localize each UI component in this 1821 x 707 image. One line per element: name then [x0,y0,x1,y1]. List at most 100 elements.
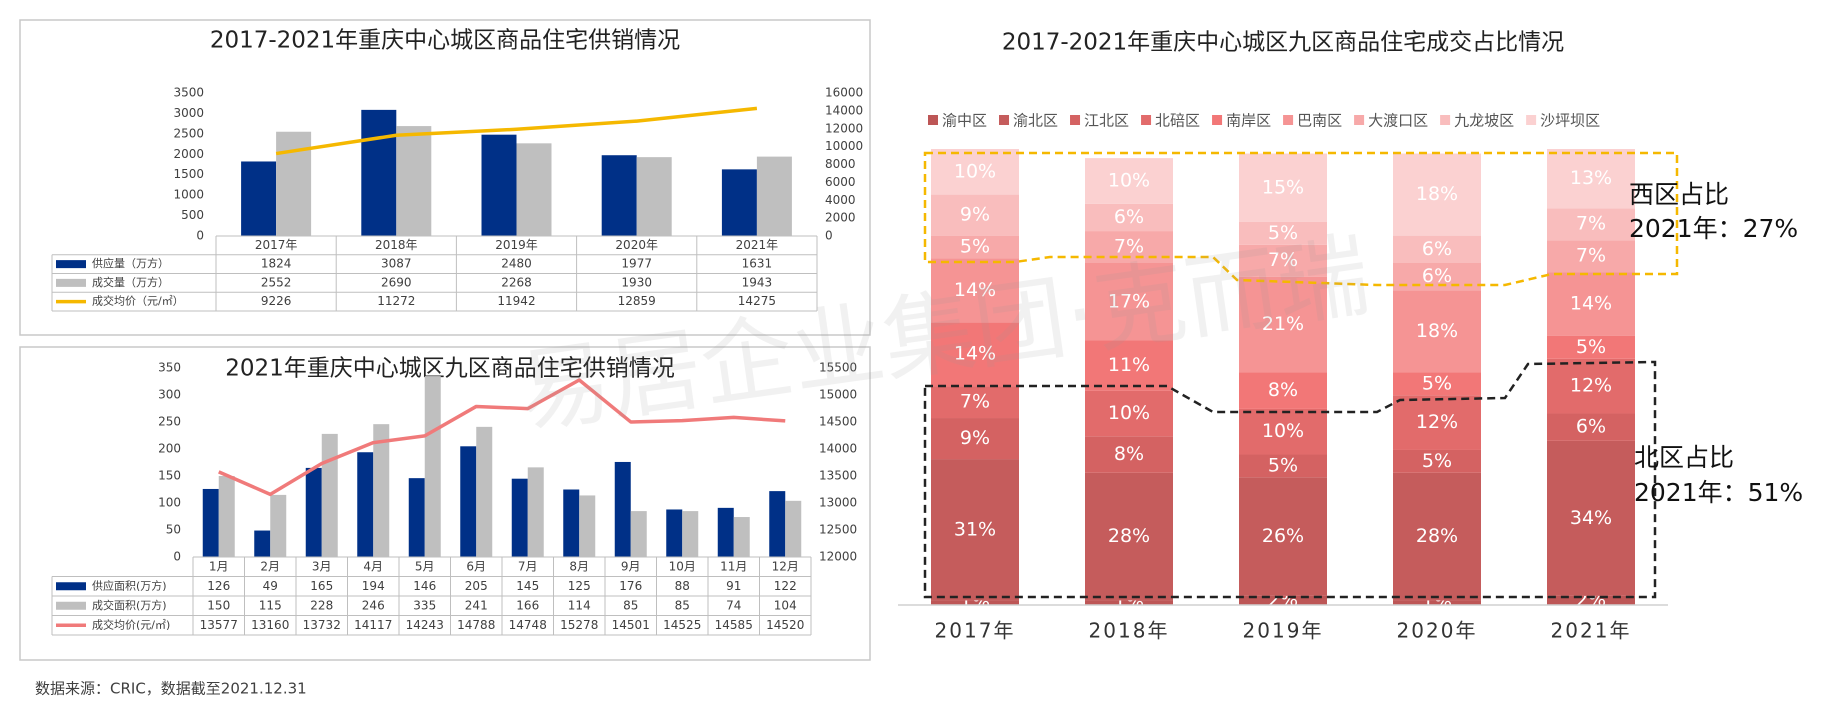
table-value: 14520 [766,618,804,632]
north-region-outline [923,360,1657,599]
legend-swatch [56,582,86,591]
table-value: 12859 [618,294,656,308]
x-tick-label: 9月 [621,559,641,573]
legend-label: 供应面积(万方) [92,578,167,592]
legend-swatch [928,115,938,125]
bar-segment [1547,440,1635,596]
bar [202,488,219,557]
y2-tick-label: 13500 [819,469,857,483]
table-value: 166 [516,598,539,612]
bar [756,156,792,236]
bar [361,109,397,236]
bar [357,452,374,557]
bar-segment [1085,472,1173,601]
data-label: 6% [1114,206,1144,228]
legend-label: 供应量（万方） [92,256,169,270]
data-label: 14% [954,343,996,365]
data-label: 18% [1416,320,1458,342]
x-tick-label: 8月 [569,559,589,573]
table-value: 14585 [715,618,753,632]
bar-segment [1547,240,1635,273]
data-label: 18% [1416,183,1458,205]
y-tick-label: 0 [196,229,204,243]
x-tick-label: 2019年 [495,238,538,252]
table-value: 13577 [200,618,238,632]
legend-label: 江北区 [1084,112,1129,130]
bar-segment [931,459,1019,601]
bar [666,509,683,557]
bar [579,495,596,557]
y-tick-label: 1000 [173,188,204,202]
legend-swatch [999,115,1010,125]
bar-segment [1239,153,1327,222]
data-label: 31% [954,518,996,540]
data-label: 6% [1576,416,1606,438]
y-tick-label: 150 [158,469,181,483]
legend-swatch [1070,115,1081,125]
x-tick-label: 2021年 [736,238,779,252]
bar-segment [1393,600,1481,605]
table-value: 11942 [497,294,535,308]
bar-segment [1239,276,1327,373]
table-value: 13160 [251,618,289,632]
bar-segment [1085,340,1173,391]
data-label: 6% [1422,265,1452,287]
bar [396,126,432,236]
bar [601,155,637,236]
data-label: 13% [1570,167,1612,189]
table-value: 335 [413,598,436,612]
bar [636,157,672,236]
bar [682,511,699,557]
y-tick-label: 300 [158,388,181,402]
table-value: 122 [774,579,797,593]
table-value: 3087 [381,257,412,271]
table-value: 14788 [457,618,495,632]
table-value: 194 [362,579,385,593]
data-label: 28% [1108,525,1150,547]
bar-segment [1393,472,1481,601]
bar [476,426,493,557]
y2-tick-label: 13000 [819,496,857,510]
y2-tick-label: 14000 [825,103,863,117]
legend-label: 北碚区 [1155,112,1200,130]
table-value: 125 [568,579,591,593]
source-note: 数据来源：CRIC，数据截至2021.12.31 [35,680,307,698]
bar-segment [931,600,1019,605]
legend-swatch [1141,115,1152,125]
table-value: 2268 [501,275,532,289]
table-value: 14275 [738,294,776,308]
y2-tick-label: 12000 [825,121,863,135]
bar-segment [1393,290,1481,373]
bar-segment [1393,153,1481,236]
bar-segment [1085,600,1173,605]
bar [241,161,277,236]
annotation: 2021年：51% [1634,478,1803,507]
table-value: 104 [774,598,797,612]
legend-label: 大渡口区 [1368,112,1428,130]
table-value: 145 [516,579,539,593]
bar-segment [1547,358,1635,414]
table-value: 2480 [501,257,532,271]
legend-label: 成交量（万方） [92,275,169,289]
bar-segment [1239,454,1327,478]
line-series [218,378,786,497]
table-value: 11272 [377,294,415,308]
legend-swatch [1354,115,1365,125]
bar [460,446,477,557]
bar-segment [1085,203,1173,232]
table-value: 165 [310,579,333,593]
legend-label: 南岸区 [1226,112,1271,130]
data-label: 7% [960,391,990,413]
bar [254,530,271,557]
table-value: 228 [310,598,333,612]
annotation: 2021年：27% [1629,214,1798,243]
x-tick-label: 11月 [720,559,747,573]
y-tick-label: 250 [158,415,181,429]
x-tick-label: 10月 [669,559,696,573]
table-value: 241 [465,598,488,612]
bar [373,424,390,557]
bar [511,478,528,557]
table-value: 85 [623,598,638,612]
bar [481,134,517,236]
